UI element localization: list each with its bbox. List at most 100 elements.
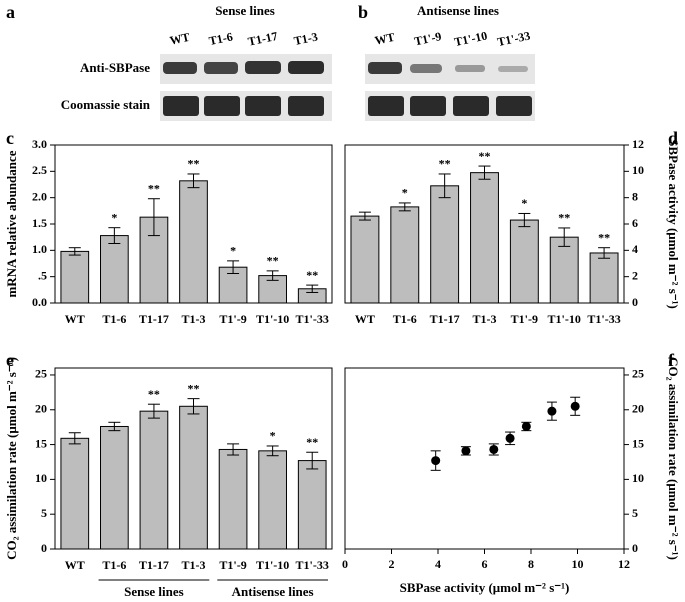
lane-label: WT	[373, 30, 395, 48]
x-tick-label: T1-6	[393, 312, 417, 326]
blot-band	[245, 61, 281, 74]
error-bar	[598, 247, 611, 259]
error-bar	[187, 398, 200, 415]
y-tick-label: 2.5	[32, 163, 47, 177]
bar	[430, 185, 460, 304]
significance-label: *	[521, 196, 527, 210]
bar	[390, 206, 420, 304]
error-bar	[398, 202, 411, 212]
significance-label: *	[111, 210, 117, 224]
y-tick-label: 1.0	[32, 242, 47, 256]
y-tick-label: 8	[632, 189, 638, 203]
x-tick-label: T1'-33	[296, 558, 329, 572]
blot-band	[455, 65, 485, 72]
y-tick-label: 15	[35, 436, 47, 450]
significance-label: **	[148, 387, 160, 401]
bar	[297, 460, 327, 550]
y-tick-label: 4	[632, 242, 638, 256]
significance-label: *	[230, 244, 236, 258]
x-tick-label: T1-6	[102, 312, 126, 326]
blot-band	[204, 96, 240, 116]
significance-label: **	[188, 157, 200, 171]
blot-band	[288, 61, 324, 74]
blot-band	[368, 62, 402, 74]
x-tick-label: T1-17	[139, 558, 169, 572]
x-tick-label: T1-3	[182, 312, 206, 326]
x-axis-title: SBPase activity (μmol m⁻² s⁻¹)	[400, 580, 570, 595]
x-tick-label: T1'-10	[256, 312, 289, 326]
significance-label: **	[188, 381, 200, 395]
point	[521, 421, 531, 431]
lane-label: WT	[168, 30, 190, 48]
error-bar	[306, 451, 319, 470]
y-tick-label: 1.5	[32, 216, 47, 230]
panel-letter: f	[668, 350, 675, 370]
blot-row-label: Coomassie stain	[61, 97, 151, 112]
x-tick-label: T1-3	[182, 558, 206, 572]
x-tick-label: T1'-9	[219, 312, 246, 326]
error-bar	[108, 227, 121, 244]
y-tick-label: 0.0	[32, 295, 47, 309]
lane-label: T1-6	[208, 29, 234, 48]
x-tick-label: 0	[342, 557, 348, 571]
significance-label: **	[267, 254, 279, 268]
y-tick-label: 6	[632, 216, 638, 230]
x-tick-label: T1'-33	[296, 312, 329, 326]
blot-band	[204, 62, 238, 74]
y-axis-title: SBPase activity (μmol m⁻² s⁻¹)	[666, 139, 681, 309]
error-bar	[358, 211, 371, 221]
error-bar	[68, 247, 81, 256]
x-tick-label: T1-6	[102, 558, 126, 572]
x-tick-label: T1'-33	[587, 312, 620, 326]
blot-band	[288, 96, 324, 116]
blot-band	[163, 96, 199, 116]
y-axis-title: CO₂ assimilation rate (μmol m⁻² s⁻¹)	[666, 357, 681, 560]
panel-letter: c	[6, 128, 14, 148]
lane-label: T1'-9	[413, 29, 443, 48]
blot-images	[160, 54, 535, 121]
panel-letter: a	[6, 2, 15, 22]
point	[489, 444, 499, 454]
group-label: Sense lines	[124, 584, 184, 599]
y-tick-label: 10	[632, 163, 644, 177]
bar	[60, 250, 90, 304]
lane-label: T1'-10	[453, 28, 489, 49]
error-bar	[306, 284, 319, 293]
significance-label: **	[558, 211, 570, 225]
error-bar	[187, 173, 200, 189]
y-tick-label: 5	[632, 506, 638, 520]
error-bar	[266, 270, 279, 281]
point	[505, 433, 515, 443]
y-tick-label: 2	[632, 268, 638, 282]
x-tick-label: 4	[435, 557, 441, 571]
error-bar	[227, 260, 240, 275]
y-tick-label: 20	[35, 402, 47, 416]
y-tick-label: 12	[632, 137, 644, 151]
error-bar	[68, 432, 81, 445]
x-tick-label: T1'-9	[219, 558, 246, 572]
blot-band	[498, 66, 528, 72]
significance-label: **	[598, 230, 610, 244]
bar	[139, 410, 169, 550]
bar	[258, 450, 287, 550]
y-tick-label: 0	[41, 541, 47, 555]
bar	[509, 219, 539, 304]
blot-band	[496, 96, 532, 116]
point	[461, 446, 471, 456]
x-tick-label: WT	[65, 312, 85, 326]
significance-label: **	[306, 268, 318, 282]
blot-band	[410, 96, 446, 116]
point	[547, 406, 557, 416]
blot-band	[245, 96, 281, 116]
blot-band	[163, 62, 197, 74]
x-tick-label: T1'-9	[511, 312, 538, 326]
y-tick-label: 5	[41, 506, 47, 520]
bar	[100, 235, 129, 304]
x-tick-label: T1-3	[473, 312, 497, 326]
lane-label: T1'-33	[496, 28, 532, 49]
bar	[470, 172, 499, 304]
error-bar	[147, 403, 160, 419]
x-tick-label: 8	[528, 557, 534, 571]
bar	[218, 448, 248, 550]
